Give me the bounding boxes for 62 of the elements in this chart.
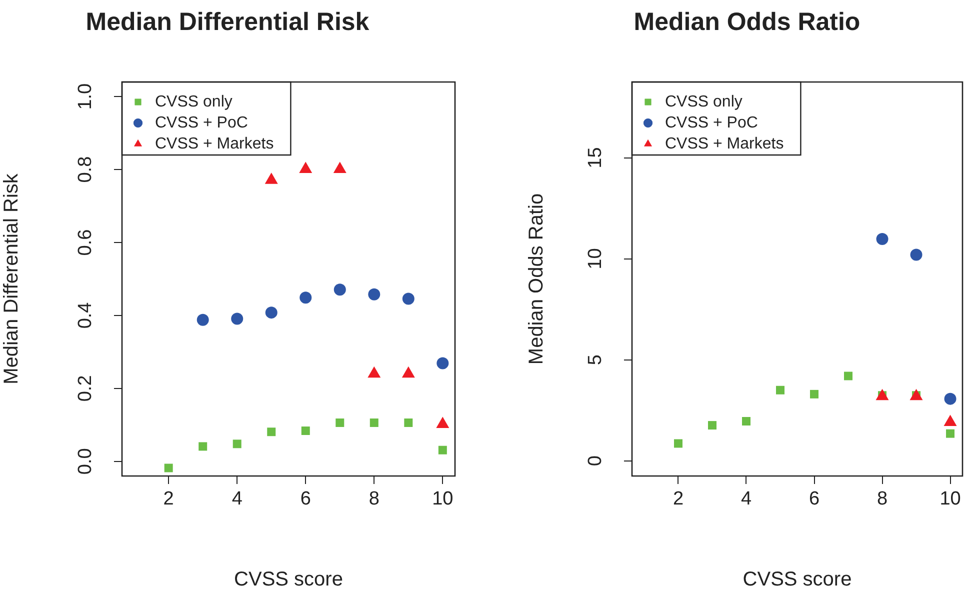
point (264, 172, 278, 184)
legend-label: CVSS only (665, 93, 742, 110)
x-tick-label: 2 (672, 488, 684, 510)
x-axis-title: CVSS score (742, 568, 852, 591)
point (708, 421, 716, 430)
point (946, 429, 954, 438)
legend-label: CVSS + PoC (665, 114, 758, 132)
x-tick-label: 10 (940, 488, 961, 510)
point (944, 392, 956, 405)
point (301, 426, 310, 436)
point (844, 372, 852, 380)
y-axis-title: Median Differential Risk (0, 172, 23, 384)
point (810, 390, 818, 398)
point (402, 292, 414, 305)
point (300, 292, 312, 304)
x-tick-label: 8 (368, 488, 380, 510)
x-tick-label: 4 (740, 488, 752, 510)
point (438, 446, 447, 454)
chart-title: Median Differential Risk (86, 8, 370, 36)
legend-label: CVSS + Markets (665, 135, 784, 152)
point (404, 418, 413, 427)
chart-title: Median Odds Ratio (634, 8, 860, 36)
y-axis-title: Median Odds Ratio (526, 193, 548, 365)
x-tick-label: 4 (232, 488, 243, 510)
legend-label: CVSS + PoC (155, 114, 248, 132)
y-tick-label: 1.0 (75, 83, 96, 110)
y-tick-label: 0.0 (75, 448, 96, 475)
y-tick-label: 0 (585, 456, 606, 466)
point (742, 417, 750, 426)
y-tick-label: 0.4 (75, 302, 96, 329)
point (674, 439, 682, 448)
y-tick-label: 0.8 (75, 156, 96, 183)
point (333, 162, 346, 173)
y-tick-label: 5 (585, 354, 606, 366)
x-tick-label: 10 (432, 488, 454, 510)
point (267, 428, 276, 436)
point (336, 418, 344, 427)
x-tick-label: 2 (163, 488, 174, 510)
point (368, 288, 380, 300)
y-tick-label: 15 (585, 147, 606, 168)
x-tick-label: 8 (876, 488, 888, 510)
legend-label: CVSS + Markets (155, 135, 274, 152)
point (299, 162, 312, 173)
x-tick-label: 6 (300, 488, 311, 510)
point (876, 232, 888, 245)
y-tick-label: 0.6 (75, 229, 96, 256)
point (232, 440, 242, 448)
x-axis-title: CVSS score (234, 568, 343, 591)
y-tick-label: 10 (585, 248, 606, 270)
point (334, 284, 346, 296)
y-tick-label: 0.2 (75, 375, 96, 402)
point (776, 386, 784, 394)
point (164, 464, 173, 472)
point (370, 418, 378, 427)
point (910, 248, 922, 261)
x-tick-label: 6 (808, 488, 820, 510)
point (198, 442, 208, 451)
point (436, 357, 449, 370)
legend-label: CVSS only (155, 93, 232, 110)
point (231, 312, 244, 325)
point (265, 306, 278, 319)
point (196, 314, 209, 326)
